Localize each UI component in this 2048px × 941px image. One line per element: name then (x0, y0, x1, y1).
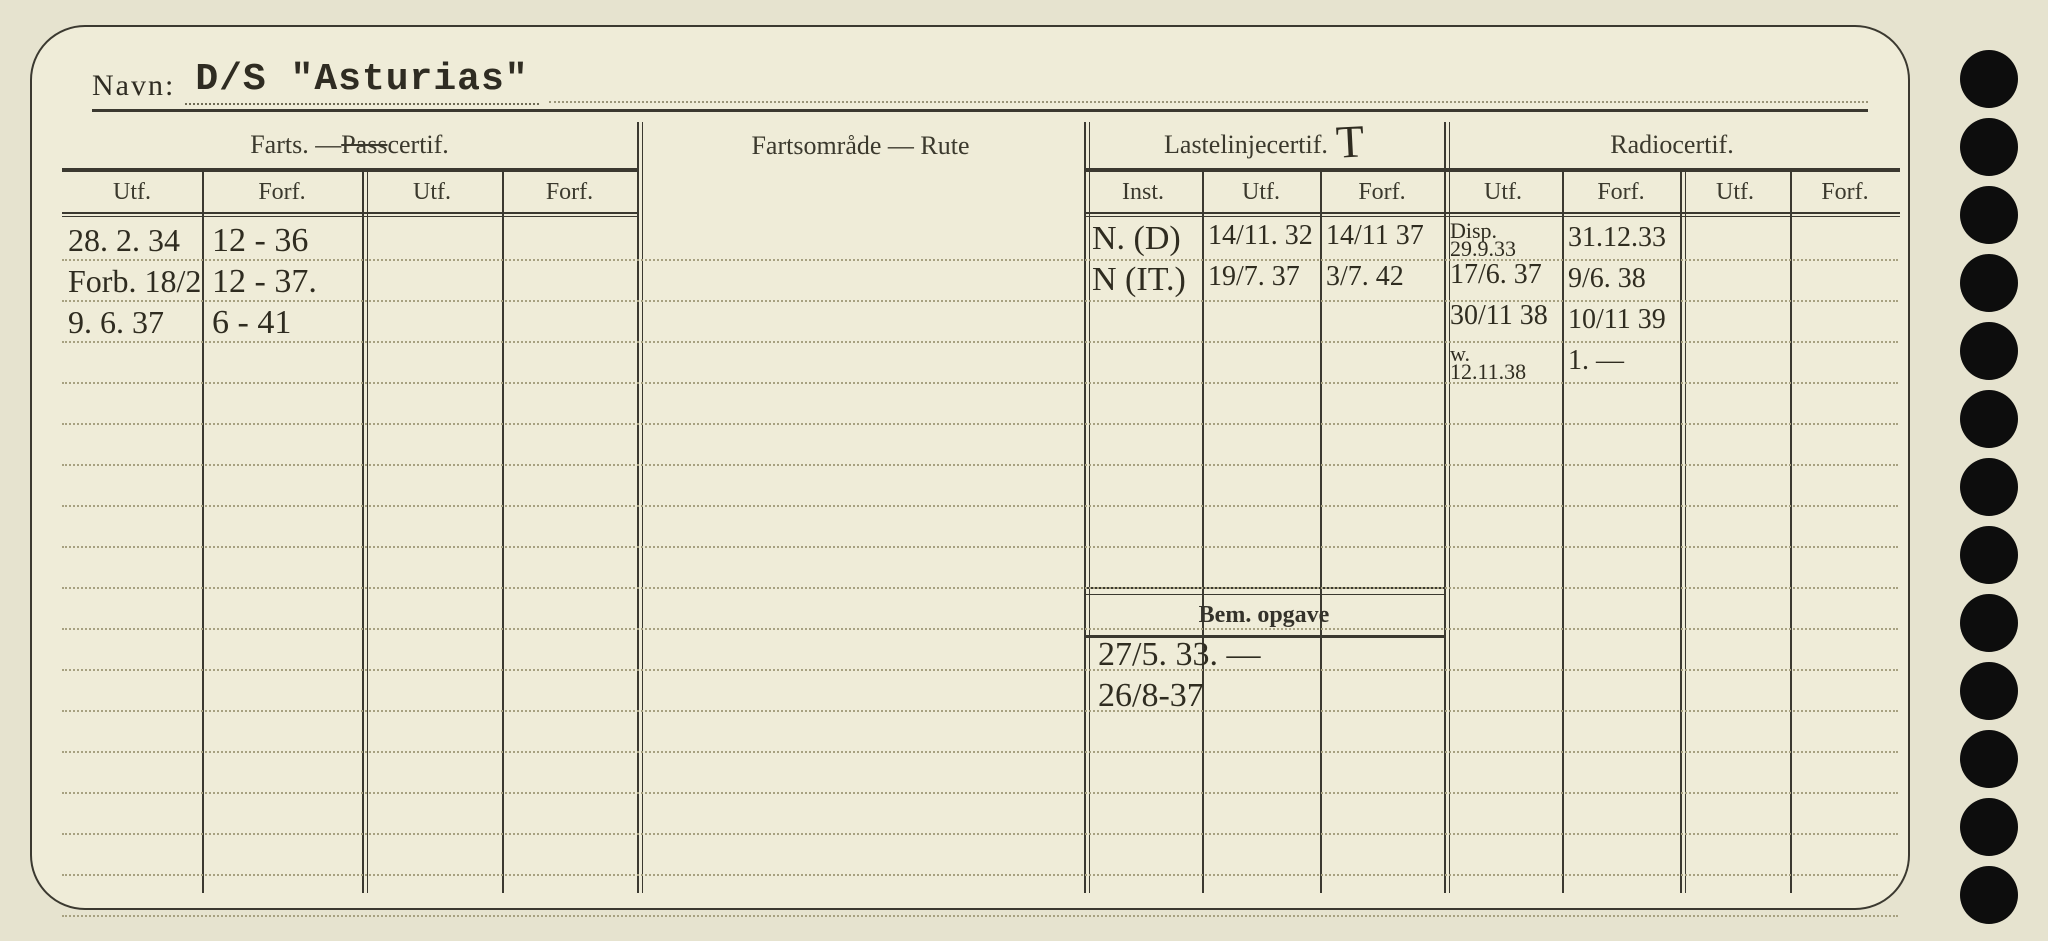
sh-radio-forf1: Forf. (1562, 170, 1680, 214)
handwritten-cell: 29.9.33 (1450, 238, 1516, 260)
handwritten-cell: 3/7. 42 (1326, 263, 1404, 291)
sh-farts-forf2: Forf. (502, 170, 637, 214)
binder-hole (1960, 50, 2018, 108)
ledger-grid: Farts. — Pass certif. Fartsområde — Rute… (62, 122, 1898, 893)
handwritten-cell: 17/6. 37 (1450, 261, 1542, 289)
dotted-row (62, 341, 1898, 343)
sh-radio-utf2: Utf. (1680, 170, 1790, 214)
navn-line: Navn: D/S "Asturias" (92, 47, 1868, 112)
handwritten-cell: 12 - 37. (212, 265, 317, 299)
hdr-laste: Lastelinjecertif. T (1084, 122, 1444, 170)
dotted-row (62, 833, 1898, 835)
sh-laste-forf: Forf. (1320, 170, 1444, 214)
hdr-radio-text: Radiocertif. (1610, 130, 1733, 160)
sh-laste-inst: Inst. (1084, 170, 1202, 214)
dotted-row (62, 505, 1898, 507)
hdr-farts-post: certif. (387, 130, 448, 160)
dotted-row (62, 300, 1898, 302)
sh-laste-utf: Utf. (1202, 170, 1320, 214)
page: Navn: D/S "Asturias" Farts. — Pass certi… (0, 0, 2048, 941)
handwritten-cell: 12.11.38 (1450, 361, 1526, 383)
handwritten-cell: 9/6. 38 (1568, 265, 1646, 293)
handwritten-cell: 12 - 36 (212, 224, 308, 258)
dotted-row (62, 751, 1898, 753)
dotted-row (62, 792, 1898, 794)
navn-value: D/S "Asturias" (185, 58, 538, 105)
bem-entry: 27/5. 33. — (1098, 638, 1260, 672)
handwritten-cell: N. (D) (1092, 222, 1181, 256)
handwritten-cell: 14/11 37 (1326, 222, 1424, 250)
handwritten-cell: 10/11 39 (1568, 306, 1666, 334)
binder-hole (1960, 662, 2018, 720)
dotted-row (62, 259, 1898, 261)
handwritten-cell: 14/11. 32 (1208, 222, 1313, 250)
sh-farts-utf2: Utf. (362, 170, 502, 214)
handwritten-cell: 9. 6. 37 (68, 306, 164, 338)
binder-hole (1960, 866, 2018, 924)
hdr-laste-scrawl: T (1335, 114, 1366, 168)
index-card: Navn: D/S "Asturias" Farts. — Pass certi… (30, 25, 1910, 910)
binder-hole (1960, 730, 2018, 788)
dotted-row (62, 874, 1898, 876)
dotted-row (62, 546, 1898, 548)
navn-label: Navn: (92, 69, 185, 107)
sh-farts-forf1: Forf. (202, 170, 362, 214)
handwritten-cell: 31.12.33 (1568, 224, 1666, 252)
handwritten-cell: 19/7. 37 (1208, 263, 1300, 291)
sh-farts-utf1: Utf. (62, 170, 202, 214)
dotted-row (62, 915, 1898, 917)
dotted-row (62, 669, 1898, 671)
dotted-row (62, 710, 1898, 712)
dotted-row (62, 628, 1898, 630)
hdr-farts: Farts. — Pass certif. (62, 122, 637, 170)
binder-hole (1960, 390, 2018, 448)
binder-hole (1960, 254, 2018, 312)
binder-hole (1960, 798, 2018, 856)
binder-hole (1960, 594, 2018, 652)
dotted-row (62, 587, 1898, 589)
binder-hole (1960, 322, 2018, 380)
handwritten-cell: 28. 2. 34 (68, 224, 180, 256)
binder-hole (1960, 526, 2018, 584)
binder-hole (1960, 458, 2018, 516)
hdr-farts-struck: Pass (341, 130, 387, 160)
binder-hole (1960, 118, 2018, 176)
handwritten-cell: Forb. 18/2 (68, 265, 201, 297)
hdr-laste-text: Lastelinjecertif. (1164, 130, 1328, 160)
navn-dots (549, 101, 1868, 103)
binder-hole (1960, 186, 2018, 244)
handwritten-cell: 30/11 38 (1450, 302, 1548, 330)
handwritten-cell: 1. — (1568, 347, 1624, 375)
bem-opgave: Bem. opgave (1084, 587, 1444, 893)
sh-radio-forf2: Forf. (1790, 170, 1900, 214)
hdr-farts-pre: Farts. — (250, 130, 341, 160)
dotted-row (62, 382, 1898, 384)
dotted-row (62, 464, 1898, 466)
hdr-fartsomrade-text: Fartsområde — Rute (751, 131, 969, 161)
bem-entry: 26/8-37 (1098, 679, 1204, 713)
body-area: Bem. opgave 28. 2. 34 12 - 36 Forb. 18/2 12… (62, 218, 1898, 893)
handwritten-cell: N (IT.) (1092, 263, 1186, 297)
sh-radio-utf1: Utf. (1444, 170, 1562, 214)
bem-title: Bem. opgave (1084, 594, 1444, 638)
dotted-row (62, 423, 1898, 425)
handwritten-cell: 6 - 41 (212, 306, 291, 340)
hdr-radio: Radiocertif. (1444, 122, 1900, 170)
hdr-fartsomrade: Fartsområde — Rute (637, 122, 1084, 170)
